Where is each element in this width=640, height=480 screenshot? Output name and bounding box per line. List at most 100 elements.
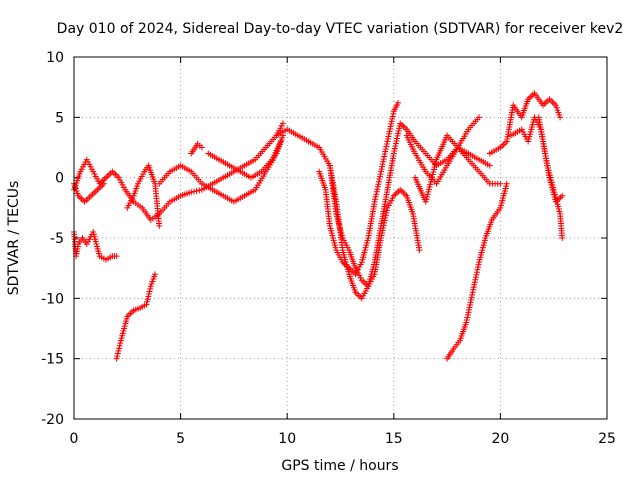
series-track-1 — [71, 120, 286, 223]
data-point-marker — [143, 301, 150, 308]
data-point-marker — [385, 133, 392, 140]
data-point-marker — [377, 171, 384, 178]
data-point-marker — [476, 114, 483, 121]
data-point-marker — [114, 173, 121, 180]
data-point-marker — [144, 298, 151, 305]
data-point-marker — [382, 212, 389, 219]
data-point-marker — [393, 189, 400, 196]
data-point-marker — [382, 214, 389, 221]
data-point-marker — [81, 198, 88, 205]
data-point-marker — [472, 274, 479, 281]
data-point-marker — [375, 178, 382, 185]
data-point-marker — [279, 120, 286, 127]
data-point-marker — [463, 319, 470, 326]
data-point-marker — [145, 293, 152, 300]
data-point-marker — [372, 196, 379, 203]
data-point-marker — [528, 93, 535, 100]
data-point-marker — [110, 170, 117, 177]
data-point-marker — [378, 168, 385, 175]
data-point-marker — [101, 176, 108, 183]
series-track-6 — [156, 132, 286, 205]
data-point-marker — [89, 191, 96, 198]
data-point-marker — [380, 156, 387, 163]
data-point-marker — [557, 114, 564, 121]
grid — [74, 57, 607, 419]
data-point-marker — [373, 188, 380, 195]
data-point-marker — [470, 284, 477, 291]
data-point-marker — [84, 195, 91, 202]
data-point-marker — [383, 207, 390, 214]
data-point-marker — [471, 279, 478, 286]
y-tick-label: -5 — [50, 231, 64, 247]
data-point-marker — [395, 130, 402, 137]
plot-frame — [73, 56, 608, 420]
data-point-marker — [471, 281, 478, 288]
data-point-marker — [146, 288, 153, 295]
data-point-marker — [378, 166, 385, 173]
series-track-11 — [326, 162, 423, 290]
x-tick-label: 10 — [278, 431, 296, 447]
data-point-marker — [383, 140, 390, 147]
data-point-marker — [152, 271, 159, 278]
data-point-marker — [500, 141, 507, 148]
data-point-marker — [468, 294, 475, 301]
data-point-marker — [376, 176, 383, 183]
series-track-7 — [188, 140, 205, 157]
data-point-marker — [96, 185, 103, 192]
data-point-marker — [378, 235, 385, 241]
data-point-marker — [190, 188, 197, 195]
data-point-marker — [390, 110, 397, 117]
data-point-marker — [384, 138, 391, 145]
data-point-marker — [112, 171, 119, 178]
data-point-marker — [386, 130, 393, 137]
data-point-marker — [392, 142, 399, 149]
x-tick-label: 15 — [385, 431, 403, 447]
data-point-marker — [392, 191, 399, 198]
data-point-marker — [92, 188, 99, 195]
data-point-marker — [97, 183, 104, 190]
data-point-marker — [94, 186, 101, 193]
data-point-marker — [86, 194, 93, 201]
data-point-marker — [379, 161, 386, 168]
series-track-4 — [113, 271, 159, 362]
data-point-marker — [88, 192, 95, 199]
data-point-marker — [470, 286, 477, 293]
data-point-marker — [384, 135, 391, 142]
x-tick-label: 0 — [70, 431, 79, 447]
data-point-marker — [375, 181, 382, 188]
data-point-marker — [114, 353, 121, 360]
data-point-marker — [196, 187, 203, 194]
data-point-marker — [378, 232, 385, 239]
data-point-marker — [474, 266, 481, 273]
data-point-marker — [400, 189, 407, 196]
data-point-marker — [116, 342, 123, 349]
data-point-marker — [144, 296, 151, 303]
data-point-marker — [113, 355, 120, 362]
data-point-marker — [113, 253, 120, 260]
data-point-marker — [395, 99, 402, 106]
y-tick-label: -10 — [41, 291, 64, 307]
series-track-10 — [316, 99, 402, 278]
data-point-marker — [114, 350, 121, 357]
series-track-16 — [508, 114, 566, 241]
data-point-marker — [503, 180, 510, 187]
data-point-marker — [198, 144, 205, 151]
data-point-marker — [467, 301, 474, 308]
y-tick-label: -15 — [41, 352, 64, 368]
data-point-marker — [390, 150, 397, 157]
data-point-marker — [374, 183, 381, 190]
data-point-marker — [382, 148, 389, 155]
data-point-marker — [388, 120, 395, 127]
data-point-marker — [100, 180, 107, 187]
data-point-marker — [392, 140, 399, 147]
series-track-5 — [124, 162, 163, 229]
data-point-marker — [99, 177, 106, 184]
series-track-8 — [205, 138, 284, 181]
data-point-marker — [117, 340, 124, 347]
data-point-marker — [393, 137, 400, 144]
data-point-marker — [99, 182, 106, 189]
data-point-marker — [116, 345, 123, 352]
data-point-marker — [473, 271, 480, 278]
series-track-15 — [486, 90, 564, 157]
data-point-marker — [396, 125, 403, 132]
